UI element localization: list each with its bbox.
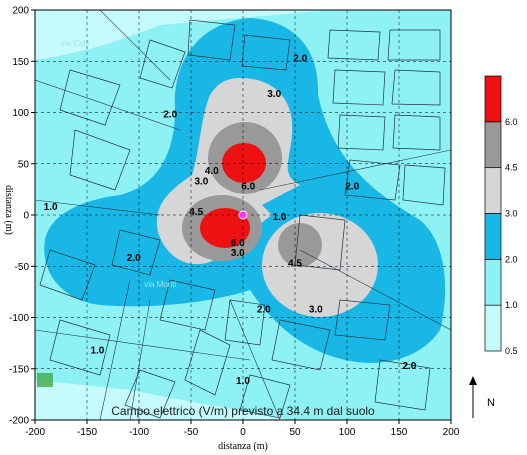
contour-label: 2.0 — [402, 361, 416, 372]
contour-label: 4.5 — [288, 258, 302, 269]
sources — [238, 210, 248, 220]
y-tick-label: 50 — [18, 159, 30, 170]
chart-title: Campo elettrico (V/m) previsto a 34.4 m … — [111, 404, 375, 418]
y-tick-label: -200 — [9, 416, 29, 427]
street-label: via Colli — [61, 39, 89, 48]
plot-area: 2.03.02.04.03.0 6.0 2.04.5 1.06.03.04.52.02… — [35, 10, 451, 420]
building-outlines — [39, 19, 446, 419]
y-tick-label: -150 — [9, 364, 29, 375]
street-lines — [35, 10, 451, 420]
colorbar-level-label: 6.0 — [505, 117, 518, 127]
contour-region-6-0-south — [200, 208, 250, 248]
contour-label: 1.0 — [44, 202, 58, 213]
street-labels: via Colli via Monti — [61, 39, 176, 289]
contour-label: 3.0 — [267, 89, 281, 100]
contour-region-3-0-east — [262, 213, 378, 317]
y-axis-ticks: 200 150 100 50 0 -50 -100 -150 -200 — [9, 6, 35, 427]
x-tick-label: 0 — [240, 427, 246, 438]
contour-label: 2.0 — [257, 304, 271, 315]
y-axis-title: distanza (m) — [3, 185, 14, 235]
contour-label: 1.0 — [90, 345, 104, 356]
colorbar-segment — [484, 213, 502, 260]
colorbar-segment — [484, 258, 502, 306]
y-tick-label: -50 — [15, 262, 30, 273]
colorbar-segment — [484, 167, 502, 214]
colorbar-level-label: 1.0 — [505, 300, 518, 310]
contour-label: 2.0 — [345, 181, 359, 192]
contour-label: 2.0 — [293, 53, 307, 64]
x-axis-title: distanza (m) — [218, 441, 268, 452]
x-axis-ticks: -200 -150 -100 -50 0 50 100 150 200 — [25, 420, 460, 438]
y-tick-label: 100 — [12, 108, 29, 119]
colorbar-segment — [484, 75, 502, 123]
x-tick-label: -100 — [129, 427, 149, 438]
x-tick-label: -150 — [77, 427, 97, 438]
colorbar-level-label: 3.0 — [505, 209, 518, 219]
north-arrow: N — [469, 376, 495, 418]
contour-label: 3.0 — [194, 176, 208, 187]
x-tick-label: -200 — [25, 427, 45, 438]
source-marker — [238, 210, 248, 220]
colorbar-level-label: 0.5 — [505, 346, 518, 356]
x-tick-label: 100 — [339, 427, 356, 438]
colorbar-segment — [484, 304, 502, 352]
contour-label: 1.0 — [236, 376, 250, 387]
colorbar-level-label: 2.0 — [505, 254, 518, 264]
y-tick-label: 200 — [12, 6, 29, 17]
x-tick-label: 200 — [443, 427, 460, 438]
x-tick-label: -50 — [184, 427, 199, 438]
park-area — [37, 373, 53, 387]
contour-label: 6.0 — [241, 181, 255, 192]
north-label: N — [487, 397, 495, 409]
contour-region-6-0-north — [222, 143, 266, 183]
contour-label: 1.0 — [272, 212, 286, 223]
y-tick-label: -100 — [9, 313, 29, 324]
colorbar-segment — [484, 121, 502, 169]
street-label: via Monti — [144, 280, 176, 289]
north-arrow-icon — [469, 376, 477, 385]
gridlines — [35, 10, 451, 420]
contour-label: 4.5 — [189, 207, 203, 218]
x-tick-label: 50 — [289, 427, 301, 438]
colorbar: 0.5 1.0 2.0 3.0 4.5 6.0 — [484, 75, 518, 356]
contour-label: 2.0 — [163, 110, 177, 121]
y-tick-label: 0 — [23, 211, 29, 222]
contour-labels: 2.03.02.04.03.0 6.0 2.04.5 1.06.03.04.52.02… — [44, 53, 417, 387]
contour-label: 6.0 — [231, 238, 245, 249]
contour-label: 2.0 — [127, 253, 141, 264]
y-tick-label: 150 — [12, 57, 29, 68]
contour-label: 3.0 — [231, 248, 245, 259]
contour-label: 3.0 — [309, 304, 323, 315]
colorbar-level-label: 4.5 — [505, 163, 518, 173]
contour-label: 4.0 — [205, 166, 219, 177]
x-tick-label: 150 — [391, 427, 408, 438]
